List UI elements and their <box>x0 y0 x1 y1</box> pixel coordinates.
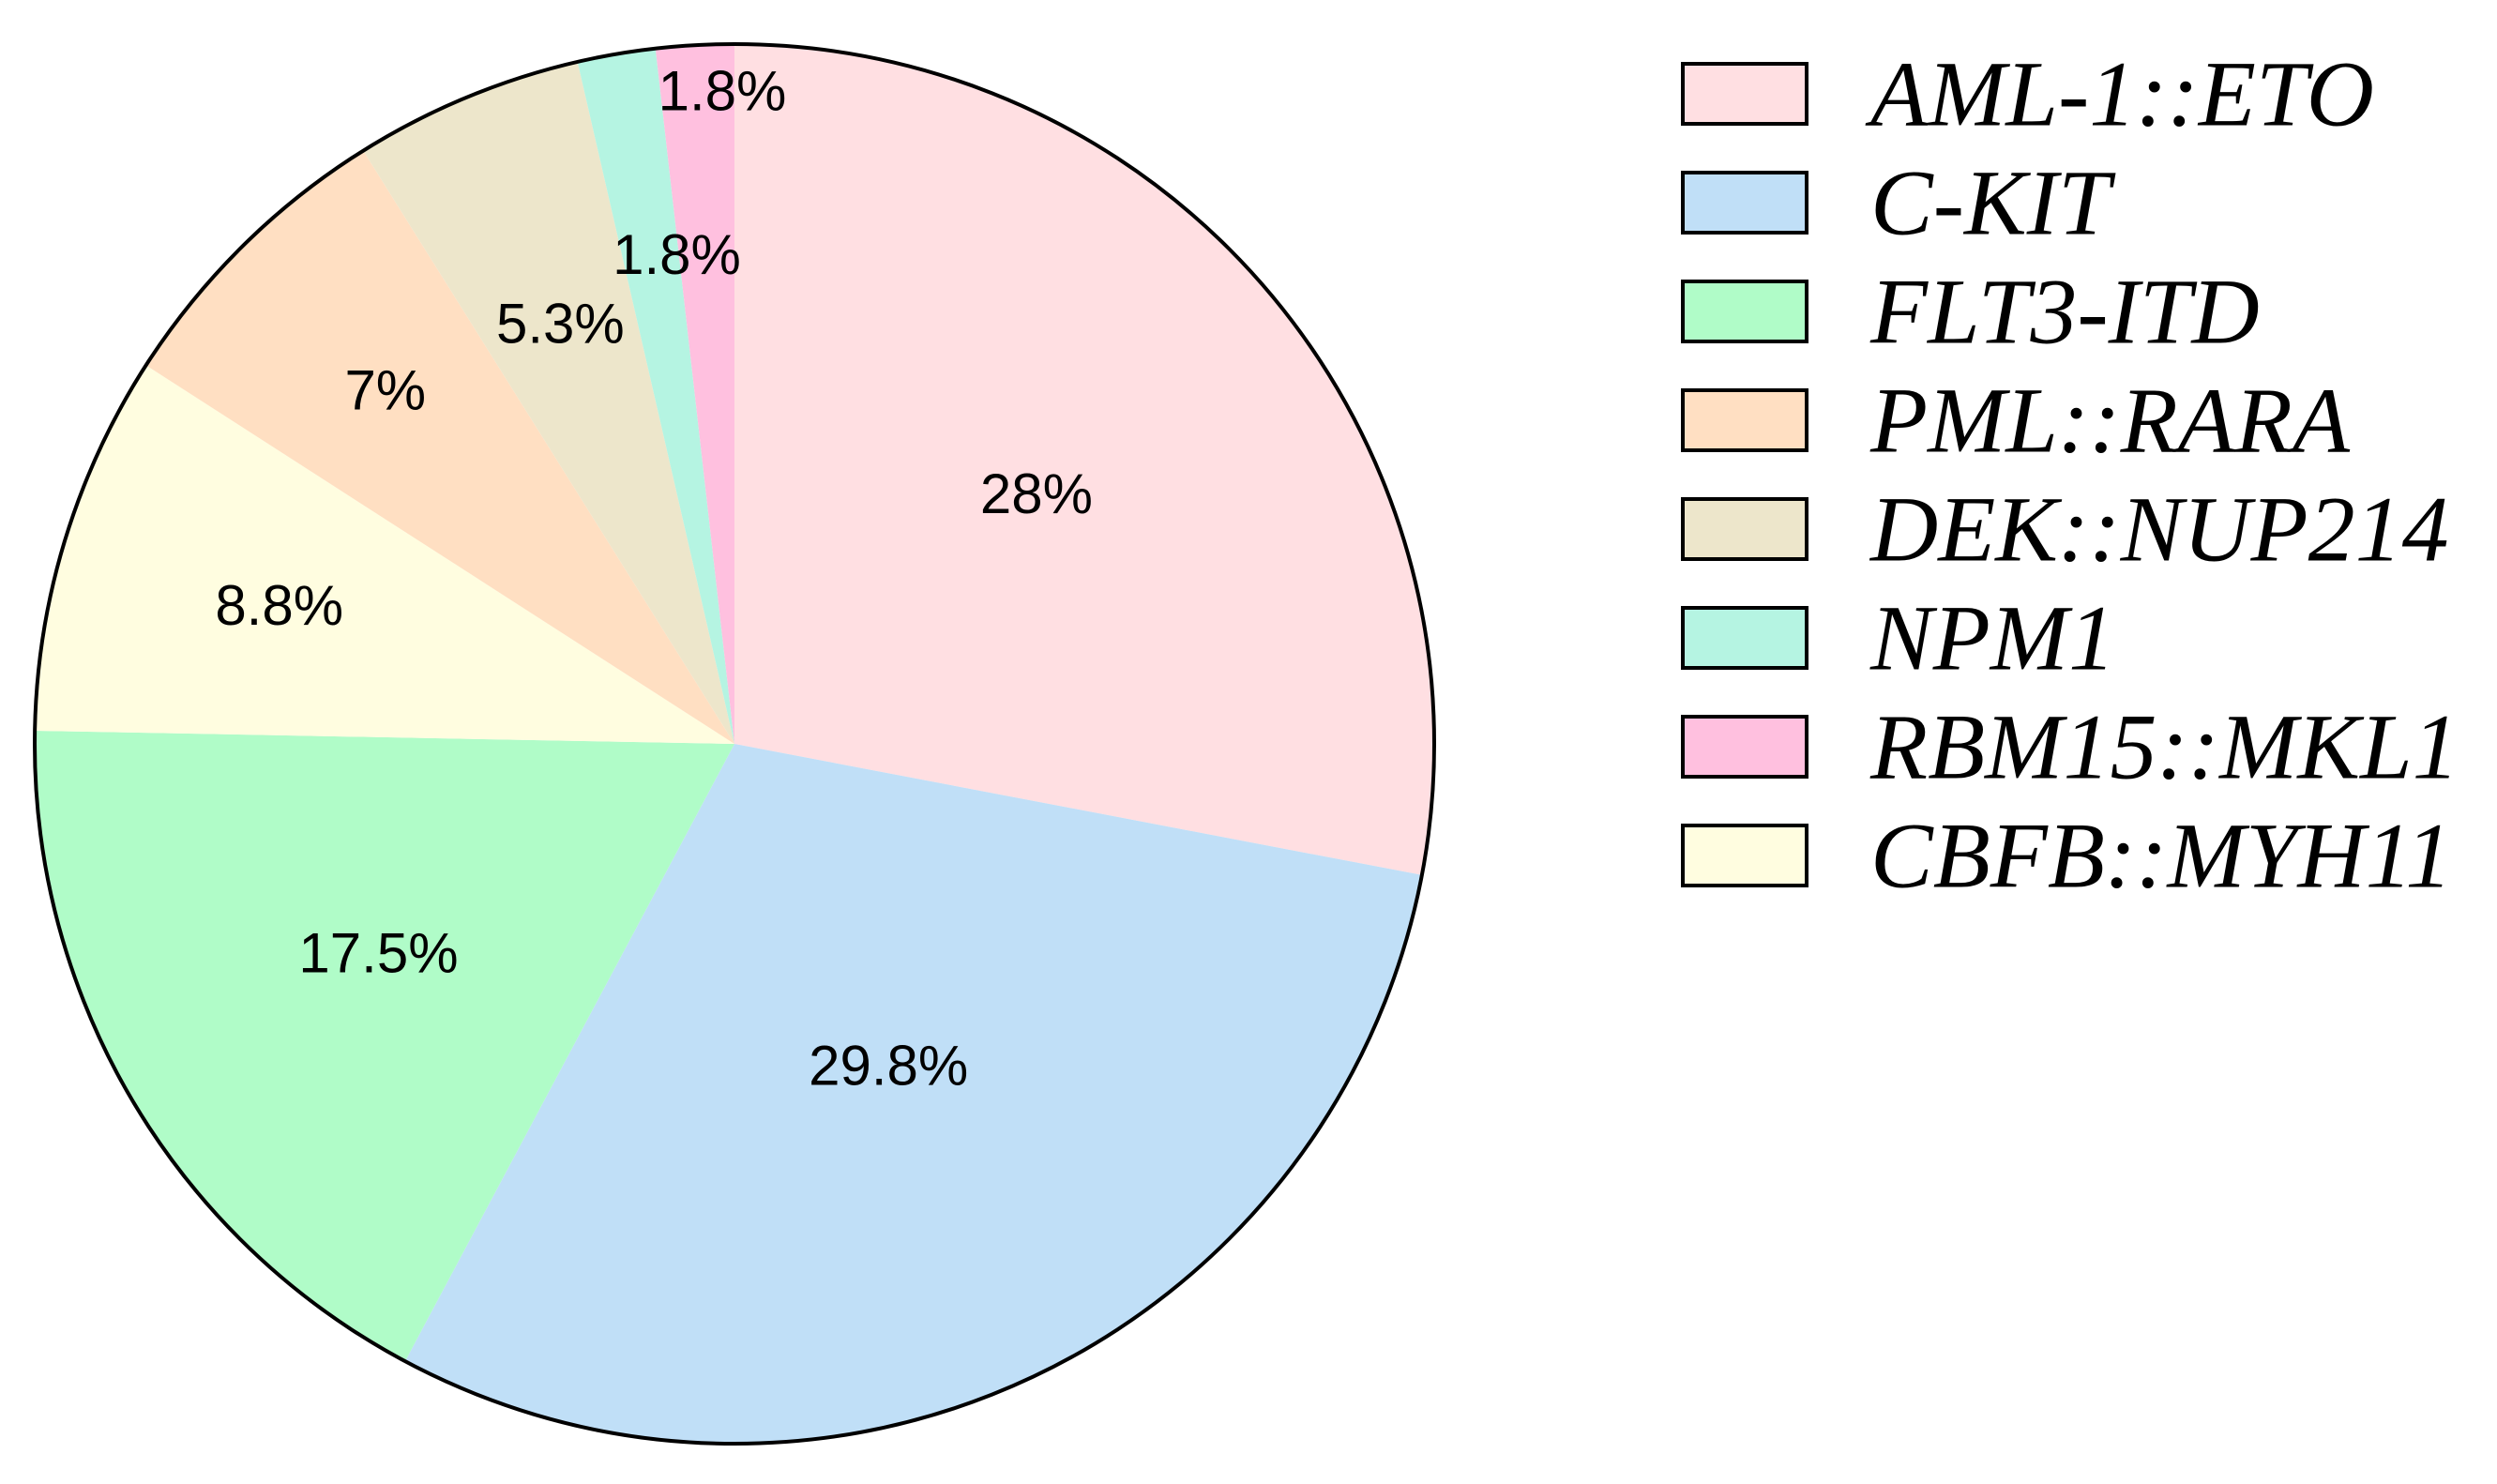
pie-slice-aml-1-eto <box>734 44 1435 875</box>
legend-swatch-aml-1-eto <box>1681 62 1808 126</box>
slice-label-aml-1-eto: 28% <box>980 462 1093 525</box>
pie-outline <box>33 42 1436 1446</box>
slice-labels: 28% 29.8% 17.5% 8.8% 7% 5.3% 1.8% 1.8% <box>215 60 1093 1098</box>
legend-label-flt3-itd: FLT3-ITD <box>1869 260 2260 364</box>
legend-label-npm1: NPM1 <box>1869 586 2115 690</box>
slice-label-top-0: 1.8% <box>658 60 787 123</box>
slice-label-dek-nup214: 5.3% <box>496 293 625 356</box>
legend-swatch-npm1 <box>1681 606 1808 670</box>
legend-swatch-c-kit <box>1681 171 1808 235</box>
pie-slice-c-kit <box>404 744 1422 1445</box>
pie-slices <box>34 44 1435 1445</box>
pie-slice-dek-nup214 <box>363 62 734 744</box>
legend-swatch-cbfb-myh11 <box>1681 824 1808 887</box>
legend-label-pml-rara: PML::RARA <box>1869 369 2351 473</box>
slice-label-c-kit: 29.8% <box>809 1035 968 1098</box>
pie-slice-flt3-itd <box>34 730 734 1362</box>
pie-slice-pml-rara <box>145 150 734 744</box>
legend-label-c-kit: C-KIT <box>1870 151 2116 255</box>
legend-item-aml-1-eto: AML-1::ETO <box>1681 42 2374 146</box>
legend-swatch-dek-nup214 <box>1681 497 1808 561</box>
legend-label-rbm15-mkl1: RBM15::MKL1 <box>1869 695 2459 799</box>
legend-item-c-kit: C-KIT <box>1681 151 2116 255</box>
slice-label-flt3-itd: 17.5% <box>298 921 458 984</box>
slice-label-cbfb-myh11: 8.8% <box>215 574 343 637</box>
legend-label-cbfb-myh11: CBFB::MYH11 <box>1870 804 2452 908</box>
legend-item-npm1: NPM1 <box>1681 586 2115 690</box>
legend-item-rbm15-mkl1: RBM15::MKL1 <box>1681 695 2459 799</box>
slice-label-pml-rara: 7% <box>344 359 426 422</box>
legend-item-flt3-itd: FLT3-ITD <box>1681 260 2260 364</box>
legend-label-dek-nup214: DEK::NUP214 <box>1869 477 2449 582</box>
slice-label-rbm15-mkl1: 1.8% <box>613 223 741 286</box>
pie-slice-npm1 <box>577 48 734 744</box>
pie-slice-rbm15-mkl1 <box>655 44 734 744</box>
legend: AML-1::ETOC-KITFLT3-ITDPML::RARADEK::NUP… <box>1681 42 2459 908</box>
pie-slice-cbfb-myh11 <box>35 365 734 744</box>
legend-item-dek-nup214: DEK::NUP214 <box>1681 477 2449 582</box>
legend-swatch-rbm15-mkl1 <box>1681 715 1808 779</box>
legend-item-pml-rara: PML::RARA <box>1681 369 2351 473</box>
legend-item-cbfb-myh11: CBFB::MYH11 <box>1681 804 2452 908</box>
legend-label-aml-1-eto: AML-1::ETO <box>1865 42 2374 146</box>
legend-swatch-flt3-itd <box>1681 280 1808 343</box>
legend-swatch-pml-rara <box>1681 388 1808 452</box>
